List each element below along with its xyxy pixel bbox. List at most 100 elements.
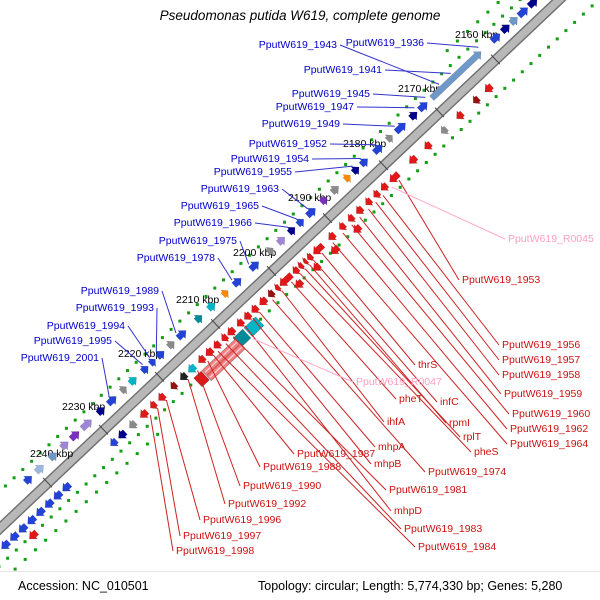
gene-label[interactable]: mhpB [374, 458, 401, 470]
gene-arrow-reverse[interactable] [424, 140, 433, 150]
gene-arrow-forward[interactable] [329, 185, 339, 196]
gene-label[interactable]: PputW619_1988 [263, 461, 341, 473]
gene-label[interactable]: PputW619_1953 [462, 274, 540, 286]
gene-arrow-reverse[interactable] [129, 419, 138, 429]
gene-arrow-reverse[interactable] [373, 189, 382, 199]
gene-arrow-forward[interactable] [68, 431, 80, 442]
gene-arrow-reverse[interactable] [356, 205, 365, 215]
gene-label[interactable]: PputW619_1984 [418, 541, 496, 553]
gene-arrow-reverse[interactable] [330, 244, 341, 255]
gene-arrow-reverse[interactable] [213, 339, 223, 349]
gene-arrow-forward[interactable] [220, 289, 229, 299]
gene-arrow-reverse[interactable] [53, 489, 64, 500]
gene-label[interactable]: PputW619_1997 [183, 530, 261, 542]
gene-label[interactable]: PputW619_1994 [47, 320, 125, 332]
gene-label[interactable]: PputW619_1995 [34, 335, 112, 347]
gene-label[interactable]: PputW619_1965 [181, 200, 259, 212]
gene-label[interactable]: infC [440, 396, 459, 408]
gene-arrow-reverse[interactable] [251, 304, 260, 313]
gene-arrow-forward[interactable] [95, 407, 105, 417]
gene-arrow-forward[interactable] [118, 385, 127, 395]
gene-arrow-forward[interactable] [59, 441, 69, 451]
gene-arrow-forward[interactable] [22, 475, 33, 485]
gene-arrow-forward[interactable] [489, 33, 501, 44]
gene-arrow-reverse[interactable] [205, 346, 215, 357]
gene-label[interactable]: PputW619_1978 [137, 252, 215, 264]
gene-arrow-reverse[interactable] [180, 371, 189, 381]
gene-label[interactable]: PputW619_2001 [21, 352, 99, 364]
gene-arrow-forward[interactable] [175, 330, 187, 341]
gene-arrow-reverse[interactable] [150, 400, 159, 410]
gene-arrow-reverse[interactable] [1, 539, 12, 550]
gene-label[interactable]: PputW619_1963 [201, 183, 279, 195]
gene-arrow-reverse[interactable] [297, 260, 306, 270]
gene-label[interactable]: PputW619_1955 [214, 166, 292, 178]
gene-block[interactable] [193, 370, 210, 388]
gene-arrow-forward[interactable] [265, 247, 274, 257]
gene-arrow-reverse[interactable] [484, 83, 495, 93]
gene-arrow-forward[interactable] [105, 396, 117, 407]
gene-label[interactable]: PputW619_1954 [231, 153, 309, 165]
gene-label[interactable]: PputW619_R0045 [508, 233, 594, 245]
gene-arrow-forward[interactable] [286, 227, 296, 236]
gene-arrow-reverse[interactable] [259, 296, 269, 306]
gene-arrow-forward[interactable] [295, 218, 304, 228]
gene-arrow-reverse[interactable] [347, 213, 357, 223]
gene-arrow-forward[interactable] [342, 174, 351, 184]
gene-arrow-forward[interactable] [393, 122, 406, 135]
gene-arrow-forward[interactable] [384, 134, 393, 144]
gene-arrow-forward[interactable] [47, 452, 57, 462]
gene-arrow-reverse[interactable] [456, 110, 465, 120]
gene-arrow-reverse[interactable] [18, 522, 29, 533]
gene-label[interactable]: ihfA [387, 416, 405, 428]
gene-arrow-forward[interactable] [350, 166, 360, 176]
gene-arrow-reverse[interactable] [313, 242, 326, 255]
gene-arrow-forward[interactable] [193, 314, 203, 324]
gene-arrow-forward[interactable] [139, 365, 149, 375]
gene-arrow-forward[interactable] [371, 144, 383, 156]
gene-arrow-reverse[interactable] [279, 272, 295, 286]
gene-arrow-reverse[interactable] [409, 154, 419, 164]
gene-label[interactable]: PputW619_1981 [389, 484, 467, 496]
gene-arrow-forward[interactable] [147, 358, 156, 368]
gene-label[interactable]: PputW619_1959 [504, 388, 582, 400]
gene-arrow-forward[interactable] [318, 196, 328, 206]
gene-arrow-reverse[interactable] [110, 437, 119, 447]
gene-arrow-reverse[interactable] [339, 221, 348, 231]
gene-arrow-forward[interactable] [165, 341, 175, 350]
gene-arrow-forward[interactable] [358, 158, 368, 168]
gene-label[interactable]: PputW619_1952 [249, 138, 327, 150]
gene-label[interactable]: mhpA [378, 441, 405, 453]
gene-label[interactable]: rpmI [449, 417, 470, 429]
gene-arrow-forward[interactable] [429, 51, 482, 101]
gene-arrow-reverse[interactable] [380, 181, 390, 191]
gene-label[interactable]: PputW619_1960 [512, 408, 590, 420]
gene-label[interactable]: PputW619_1990 [243, 480, 321, 492]
gene-arrow-reverse[interactable] [170, 380, 179, 390]
gene-arrow-forward[interactable] [516, 7, 528, 19]
gene-label[interactable]: PputW619_1987 [297, 448, 375, 460]
gene-arrow-reverse[interactable] [221, 332, 230, 342]
gene-arrow-forward[interactable] [205, 302, 216, 312]
gene-arrow-reverse[interactable] [9, 531, 21, 541]
gene-label[interactable]: PputW619_1996 [203, 514, 281, 526]
gene-arrow-reverse[interactable] [158, 391, 168, 401]
gene-arrow-reverse[interactable] [36, 506, 47, 517]
gene-arrow-forward[interactable] [526, 0, 538, 9]
gene-arrow-reverse[interactable] [29, 529, 40, 540]
gene-label[interactable]: PputW619_1964 [510, 438, 588, 450]
gene-label[interactable]: PputW619_1962 [510, 423, 588, 435]
gene-arrow-reverse[interactable] [313, 261, 323, 271]
gene-label[interactable]: PputW619_1958 [502, 369, 580, 381]
gene-arrow-reverse[interactable] [198, 354, 207, 364]
gene-arrow-reverse[interactable] [440, 125, 450, 135]
gene-arrow-reverse[interactable] [62, 481, 73, 492]
gene-label[interactable]: PputW619_1983 [404, 523, 482, 535]
gene-label[interactable]: thrS [418, 359, 437, 371]
gene-arrow-reverse[interactable] [227, 326, 237, 336]
gene-arrow-forward[interactable] [248, 261, 259, 273]
gene-label[interactable]: PputW619_1998 [176, 545, 254, 557]
gene-arrow-reverse[interactable] [236, 317, 246, 327]
gene-label[interactable]: rplT [463, 431, 482, 443]
gene-label[interactable]: mhpD [394, 505, 422, 517]
